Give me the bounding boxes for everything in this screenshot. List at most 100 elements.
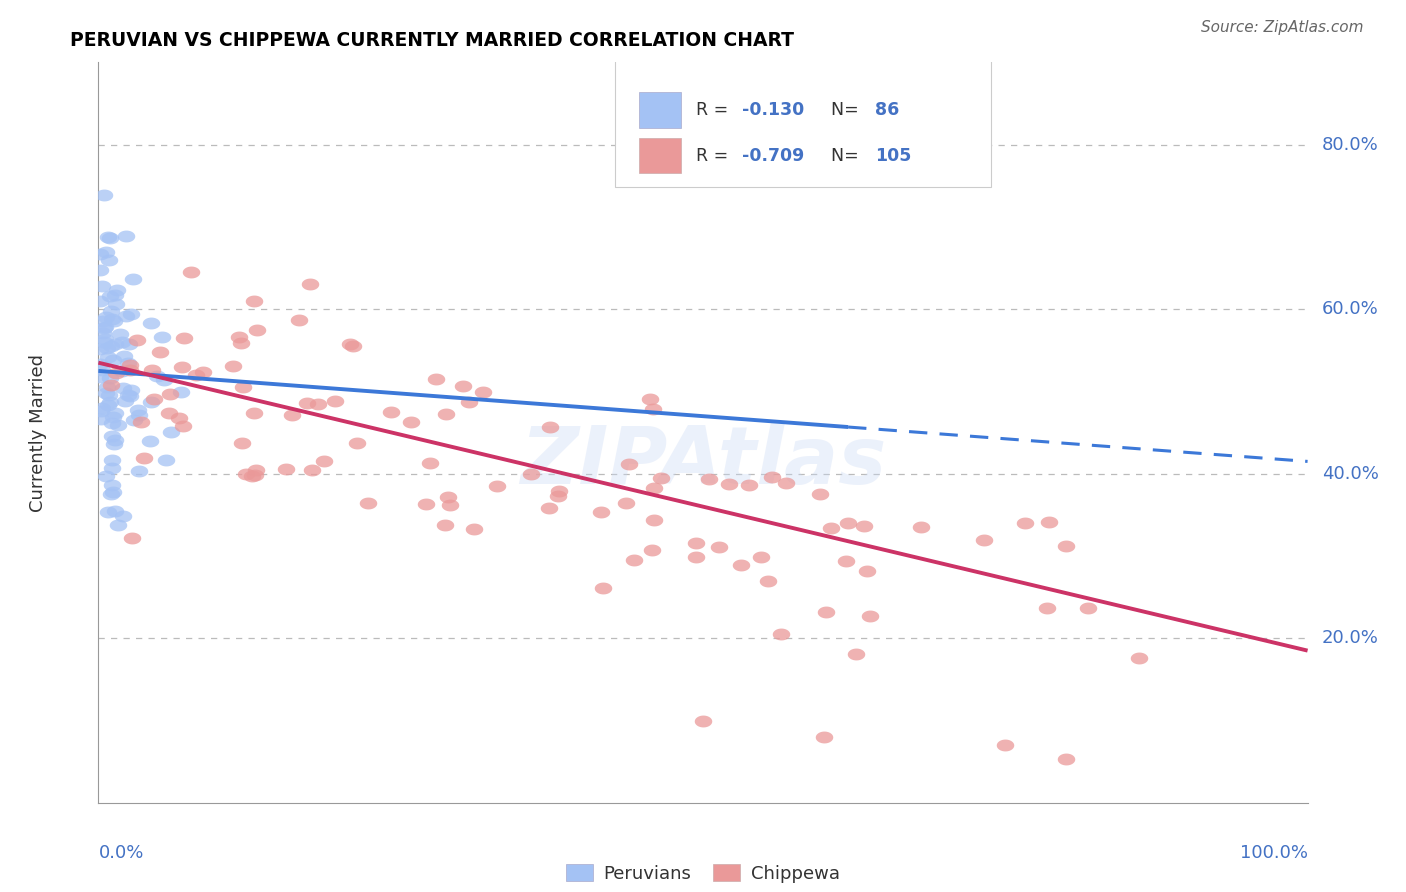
Point (125, 333, 148, 347)
Point (229, 336, 252, 351)
Point (859, 609, 882, 624)
Point (1054, 751, 1077, 765)
Point (122, 272, 145, 286)
Point (100, 339, 122, 353)
Text: Currently Married: Currently Married (30, 353, 46, 512)
Point (301, 462, 323, 476)
Point (685, 549, 707, 564)
Point (97, 388, 120, 402)
Point (235, 467, 257, 481)
Point (910, 520, 932, 534)
Point (697, 472, 720, 486)
Point (101, 477, 124, 491)
Point (93, 187, 115, 202)
Point (141, 362, 163, 376)
Point (242, 406, 264, 420)
Point (100, 486, 122, 500)
Legend: Peruvians, Chippewa: Peruvians, Chippewa (558, 857, 848, 890)
Point (111, 335, 134, 350)
Point (89, 294, 111, 309)
Point (415, 497, 437, 511)
Point (640, 392, 662, 407)
Point (91, 314, 114, 328)
Point (101, 429, 124, 443)
Point (717, 477, 740, 491)
Point (160, 425, 183, 439)
FancyBboxPatch shape (614, 61, 991, 186)
Point (115, 229, 138, 244)
Text: 20.0%: 20.0% (1322, 629, 1379, 648)
Point (89, 357, 111, 371)
Point (243, 467, 266, 482)
Text: ZIPAtlas: ZIPAtlas (520, 423, 886, 501)
Point (101, 416, 124, 430)
Point (90, 401, 112, 415)
Point (973, 533, 995, 547)
Point (240, 469, 263, 483)
Point (134, 451, 156, 466)
Text: N=: N= (820, 101, 865, 119)
Text: 60.0%: 60.0% (1322, 301, 1379, 318)
Point (114, 394, 136, 409)
Point (100, 461, 122, 475)
Point (692, 714, 714, 728)
Point (650, 471, 672, 485)
Point (685, 536, 707, 550)
Point (101, 452, 124, 467)
Point (97, 505, 120, 519)
Point (775, 476, 797, 491)
Point (157, 406, 180, 420)
Point (97, 230, 120, 244)
Point (120, 383, 142, 397)
Point (173, 331, 195, 345)
Point (1077, 601, 1099, 615)
Point (287, 313, 309, 327)
Point (96, 341, 118, 355)
Text: Source: ZipAtlas.com: Source: ZipAtlas.com (1201, 20, 1364, 35)
Point (180, 265, 202, 279)
Point (231, 436, 253, 450)
Point (101, 352, 124, 367)
Point (117, 337, 139, 351)
Point (115, 309, 138, 323)
Point (434, 518, 457, 533)
Point (298, 277, 321, 291)
Point (94, 332, 117, 346)
Point (117, 388, 139, 402)
Point (91, 278, 114, 293)
Point (808, 487, 831, 501)
Point (1014, 516, 1036, 530)
Point (97, 253, 120, 268)
Point (120, 358, 142, 372)
Point (167, 410, 190, 425)
Point (103, 336, 125, 351)
Point (1038, 515, 1060, 529)
Point (90, 363, 112, 377)
Text: N=: N= (820, 146, 865, 165)
Point (312, 453, 335, 467)
Point (117, 356, 139, 370)
Point (139, 434, 162, 448)
Point (170, 385, 193, 400)
Point (538, 501, 561, 516)
Point (89, 342, 111, 356)
Point (100, 312, 122, 326)
Point (439, 498, 461, 512)
Point (281, 409, 304, 423)
Point (128, 464, 150, 478)
Point (94, 320, 117, 334)
Point (589, 505, 612, 519)
Point (835, 554, 858, 568)
Point (520, 467, 543, 482)
Point (107, 418, 129, 433)
Point (93, 321, 115, 335)
Point (97, 398, 120, 412)
Point (111, 364, 134, 378)
Point (820, 521, 842, 535)
Point (357, 496, 380, 510)
Point (246, 323, 269, 337)
Point (121, 531, 143, 545)
Point (150, 330, 173, 344)
Point (243, 293, 266, 308)
Point (617, 457, 640, 471)
